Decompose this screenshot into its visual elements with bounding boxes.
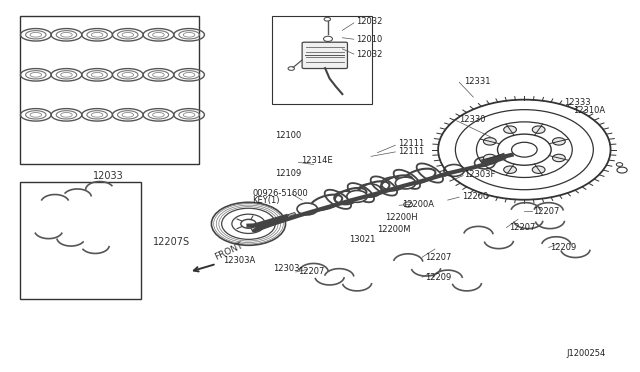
Circle shape [552, 154, 565, 162]
Text: 12209: 12209 [425, 273, 451, 282]
Text: 13021: 13021 [349, 235, 376, 244]
Text: 12207: 12207 [298, 267, 324, 276]
Text: 12100: 12100 [275, 131, 301, 140]
Circle shape [297, 203, 317, 215]
Text: 12032: 12032 [356, 17, 382, 26]
Circle shape [241, 219, 256, 228]
Text: 12032: 12032 [356, 49, 382, 58]
Text: 12033: 12033 [93, 171, 124, 181]
Circle shape [221, 208, 275, 239]
Text: FRONT: FRONT [212, 241, 244, 262]
Circle shape [483, 154, 496, 162]
Circle shape [320, 52, 330, 58]
Text: 12109: 12109 [275, 169, 301, 178]
Circle shape [532, 166, 545, 173]
Circle shape [552, 138, 565, 145]
Text: 12303F: 12303F [465, 170, 496, 179]
Text: 12314E: 12314E [301, 156, 332, 165]
Text: 12207: 12207 [533, 208, 559, 217]
Text: 12200H: 12200H [385, 213, 418, 222]
Text: 12200A: 12200A [402, 200, 434, 209]
Text: KEY(1): KEY(1) [252, 196, 280, 205]
Text: 12303: 12303 [273, 264, 300, 273]
Text: 12200: 12200 [462, 192, 488, 201]
Circle shape [483, 138, 496, 145]
Text: 12207: 12207 [425, 253, 451, 262]
Circle shape [504, 126, 516, 133]
Circle shape [347, 190, 367, 202]
Circle shape [504, 166, 516, 173]
Bar [288, 212, 296, 217]
Circle shape [396, 177, 416, 189]
Text: 12209: 12209 [550, 243, 576, 252]
Bar [20, 182, 141, 299]
Text: 12111: 12111 [398, 139, 424, 148]
FancyBboxPatch shape [302, 42, 348, 68]
Text: 12303A: 12303A [223, 256, 255, 264]
Bar [20, 16, 198, 164]
Circle shape [444, 164, 465, 176]
Bar [272, 16, 372, 105]
Text: 12010: 12010 [356, 35, 382, 44]
Circle shape [211, 202, 285, 245]
Text: 12111: 12111 [398, 147, 424, 155]
Text: J1200254: J1200254 [566, 349, 605, 358]
Text: 12200M: 12200M [378, 225, 411, 234]
Circle shape [232, 214, 265, 234]
Text: 12333: 12333 [564, 98, 591, 107]
Text: 12310A: 12310A [573, 106, 605, 115]
Circle shape [532, 126, 545, 133]
Text: 12330: 12330 [460, 115, 486, 124]
Text: 00926-51600: 00926-51600 [252, 189, 308, 198]
Text: 12331: 12331 [465, 77, 491, 86]
Text: 12207S: 12207S [153, 237, 190, 247]
Circle shape [474, 157, 495, 169]
Text: 12207: 12207 [509, 223, 536, 232]
